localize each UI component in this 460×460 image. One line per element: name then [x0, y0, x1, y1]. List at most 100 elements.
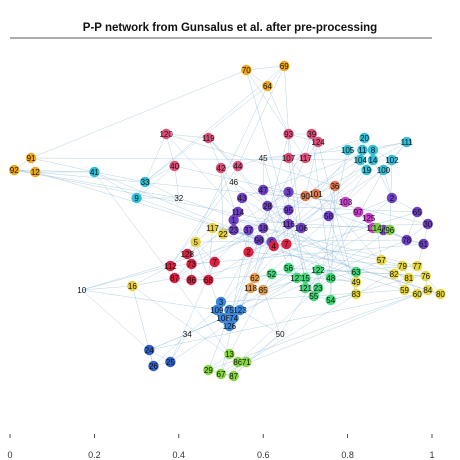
node-marker: [258, 222, 269, 234]
node-label: 49: [352, 278, 361, 287]
node-label: 5: [193, 238, 198, 247]
network-node: 34: [183, 330, 192, 339]
network-node: 61: [418, 238, 429, 250]
node-label: 3: [286, 188, 291, 197]
node-label: 98: [255, 236, 264, 245]
node-marker: [384, 224, 395, 236]
network-node: 74: [228, 312, 239, 323]
network-node: 2: [243, 246, 254, 258]
node-marker: [371, 222, 383, 234]
node-label: 34: [183, 330, 192, 339]
node-label: 96: [385, 226, 394, 235]
node-label: 56: [284, 264, 293, 273]
node-marker: [291, 272, 303, 284]
node-marker: [203, 132, 214, 144]
network-edge: [246, 65, 285, 71]
network-node: 7: [209, 256, 220, 267]
network-edge: [81, 289, 217, 311]
network-node: 77: [412, 260, 423, 271]
network-edge: [208, 137, 222, 169]
node-marker: [243, 224, 254, 236]
network-node: 14: [367, 154, 379, 166]
node-marker: [367, 144, 379, 156]
node-label: 77: [413, 262, 422, 271]
network-node: 107: [282, 152, 296, 164]
node-label: 45: [259, 154, 268, 163]
network-node: 100: [377, 164, 391, 176]
node-marker: [363, 212, 374, 224]
node-marker: [268, 240, 279, 252]
network-node: 36: [329, 180, 341, 192]
node-label: 23: [229, 226, 238, 235]
network-node: 103: [339, 196, 353, 208]
node-marker: [359, 132, 370, 144]
network-edge: [31, 157, 95, 173]
network-node: 13: [224, 348, 235, 359]
node-label: 64: [263, 82, 272, 91]
node-marker: [308, 290, 320, 302]
node-marker: [300, 152, 311, 164]
node-marker: [312, 264, 324, 276]
node-marker: [228, 214, 239, 226]
x-tick-label: 1: [429, 450, 434, 460]
node-marker: [283, 186, 294, 198]
network-node: 119: [202, 132, 215, 144]
network-node: 37: [243, 224, 254, 236]
network-edge: [191, 211, 418, 281]
node-label: 90: [301, 192, 310, 201]
network-edge: [144, 181, 179, 199]
node-marker: [323, 210, 334, 222]
node-marker: [352, 206, 364, 218]
node-marker: [224, 304, 235, 316]
node-label: 87: [229, 372, 238, 381]
network-node: 47: [258, 184, 269, 196]
node-label: 111: [401, 138, 414, 147]
network-node: 5: [190, 236, 201, 248]
network-node: 63: [350, 266, 362, 277]
network-edge: [136, 165, 175, 199]
x-tick-label: 0.4: [173, 450, 186, 460]
network-edge: [220, 133, 312, 303]
node-marker: [401, 136, 412, 148]
network-edge: [191, 193, 317, 265]
node-marker: [262, 80, 273, 92]
network-node: 50: [276, 330, 285, 339]
network-edge: [237, 287, 319, 363]
network-edge: [144, 133, 167, 183]
network-edge: [149, 239, 407, 351]
node-label: 42: [217, 164, 226, 173]
node-marker: [300, 272, 311, 284]
node-label: 3: [219, 298, 224, 307]
network-node: 117: [299, 152, 312, 164]
network-edge: [220, 167, 224, 235]
network-edge: [165, 133, 239, 213]
node-label: 1: [231, 216, 236, 225]
node-marker: [232, 206, 244, 218]
network-edge: [288, 133, 302, 229]
network-edge: [372, 141, 407, 151]
network-node: 15: [300, 272, 311, 284]
network-edge: [94, 171, 146, 183]
node-label: 65: [413, 208, 422, 217]
node-marker: [300, 190, 311, 202]
node-label: 82: [390, 270, 399, 279]
node-marker: [215, 296, 227, 308]
network-edge: [132, 265, 171, 287]
node-marker: [422, 218, 433, 230]
node-label: 37: [244, 226, 253, 235]
node-marker: [131, 192, 142, 204]
network-node: 30: [422, 218, 433, 230]
node-marker: [403, 272, 414, 284]
node-marker: [148, 360, 159, 372]
network-edge: [170, 333, 188, 363]
network-edge: [94, 171, 274, 247]
network-edge: [132, 285, 238, 363]
node-label: 30: [423, 220, 432, 229]
node-marker: [412, 206, 423, 218]
node-marker: [306, 128, 317, 140]
node-label: 119: [202, 134, 215, 143]
network-edge: [250, 133, 289, 289]
node-marker: [9, 164, 20, 176]
network-node: 42: [215, 162, 227, 174]
